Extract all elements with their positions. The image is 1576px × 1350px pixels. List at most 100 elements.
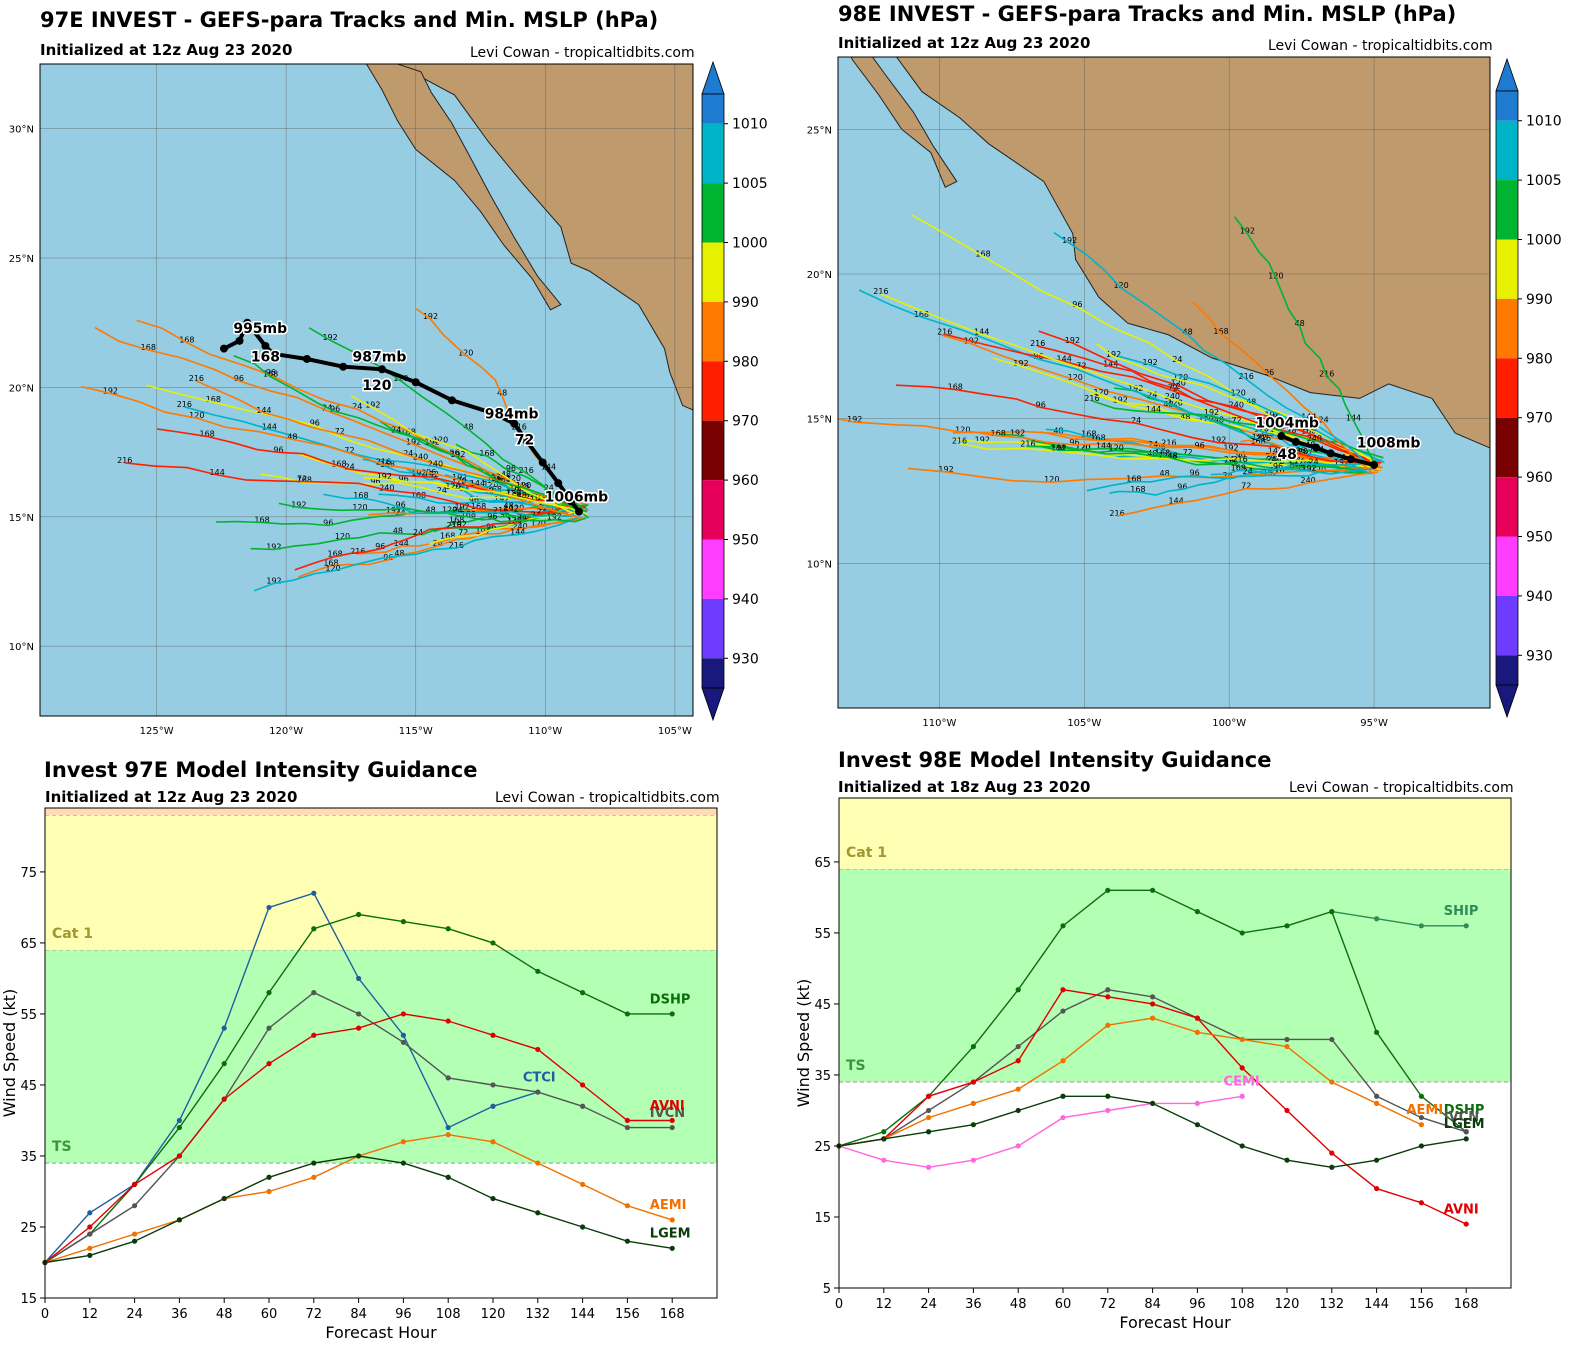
track-hour-label: 144 [1301, 412, 1316, 421]
track-hour-label: 120 [1093, 388, 1108, 397]
series-point-lgem [356, 1153, 362, 1159]
track-hour-label: 72 [1231, 416, 1241, 425]
track-hour-label: 168 [440, 531, 455, 540]
series-label-cemi: CEMI [1224, 1075, 1260, 1090]
track-hour-label: 48 [1168, 452, 1178, 461]
series-point-ctci [87, 1210, 93, 1216]
track-hour-label: 240 [1301, 476, 1316, 485]
mean-track-point [411, 378, 420, 387]
mean-track-point [554, 479, 563, 488]
colorbar-segment [1496, 417, 1518, 478]
series-point-ctci [356, 975, 362, 982]
series-point-avni [1284, 1107, 1290, 1114]
y-axis-label: Wind Speed (kt) [0, 989, 19, 1118]
series-label-dshp: DSHP [650, 992, 691, 1007]
mean-track-point [269, 349, 278, 358]
track-hour-label: 192 [1211, 436, 1226, 445]
colorbar-segment [702, 242, 724, 302]
mean-track-point [1277, 432, 1286, 441]
intensity-band [45, 815, 717, 951]
track-hour-label: 120 [1173, 373, 1188, 382]
x-tick-label: 0 [835, 1297, 843, 1312]
track-hour-label: 192 [847, 415, 862, 424]
colorbar-tick-label: 1010 [732, 117, 768, 133]
lat-label: 15°N [807, 415, 832, 426]
lat-label: 10°N [9, 642, 34, 653]
track-hour-label: 120 [458, 348, 473, 357]
x-tick-label: 144 [1364, 1297, 1389, 1312]
series-point-avni [1194, 1015, 1200, 1021]
series-point-lgem [881, 1136, 887, 1142]
track-hour-label: 192 [1106, 350, 1121, 359]
track-hour-label: 192 [455, 502, 470, 511]
series-point-ivcn [356, 1011, 362, 1017]
track-hour-label: 168 [411, 491, 426, 500]
track-hour-label: 192 [1223, 444, 1238, 453]
land-0 [393, 64, 693, 411]
member-track [406, 468, 584, 514]
track-hour-label: 192 [537, 493, 552, 502]
track-hour-label: 120 [325, 564, 340, 573]
track-hour-label: 72 [1076, 361, 1086, 370]
track-hour-label: 168 [479, 449, 494, 458]
series-point-avni [266, 1061, 272, 1067]
series-point-dshp [580, 990, 586, 996]
series-point-avni [356, 1025, 362, 1031]
track-hour-label: 96 [1190, 469, 1200, 478]
track-hour-label: 168 [254, 515, 269, 524]
member-track [136, 319, 588, 512]
track-hour-label: 192 [452, 473, 467, 482]
colorbar-tick-label: 1000 [732, 236, 768, 252]
series-point-cemi [881, 1157, 887, 1163]
track-hour-label: 168 [297, 476, 312, 485]
series-point-ivcn [1060, 1008, 1066, 1014]
track-hour-label: 72 [1183, 448, 1193, 457]
series-point-aemi [580, 1181, 586, 1187]
mean-track-point [1346, 455, 1355, 464]
land-1 [850, 57, 958, 188]
series-label-ivcn: IVCN [650, 1106, 685, 1121]
series-point-avni [1329, 1150, 1335, 1156]
colorbar-segment [1496, 358, 1518, 418]
mean-track-point [243, 318, 252, 327]
track-hour-label: 120 [1254, 424, 1269, 433]
series-point-ivcn [132, 1203, 138, 1209]
series-point-lgem [176, 1217, 182, 1223]
series-point-lgem [1239, 1143, 1245, 1149]
track-hour-label: 192 [424, 470, 439, 479]
series-label-aemi: AEMI [1406, 1103, 1443, 1118]
track-hour-label: 192 [411, 468, 426, 477]
track-hour-label: 96 [399, 474, 409, 483]
series-point-dshp [1105, 887, 1111, 893]
track-hour-label: 240 [1265, 452, 1280, 461]
member-track [294, 503, 574, 571]
series-point-dshp [970, 1043, 976, 1050]
series-point-ivcn [445, 1075, 451, 1081]
member-track [445, 512, 587, 523]
series-point-lgem [1150, 1100, 1156, 1106]
series-label-lgem: LGEM [650, 1227, 691, 1242]
colorbar-bottom-arrow [1495, 684, 1519, 719]
x-tick-label: 108 [436, 1307, 461, 1322]
track-hour-label: 48 [504, 502, 514, 511]
track-hour-label: 24 [517, 513, 527, 522]
track-hour-label: 216 [1084, 394, 1099, 403]
colorbar-segment [702, 539, 724, 599]
member-track [145, 384, 584, 513]
track-hour-label: 216 [493, 506, 508, 515]
track-hour-label: 192 [494, 495, 509, 504]
colorbar-frame [701, 93, 725, 689]
colorbar-tick-label: 990 [732, 295, 759, 311]
x-tick-label: 96 [395, 1307, 412, 1322]
member-track [944, 333, 1371, 462]
member-track [1038, 330, 1376, 463]
member-track [1116, 471, 1378, 517]
series-point-lgem [400, 1160, 406, 1166]
track-hour-label: 192 [450, 450, 465, 459]
member-track [959, 442, 1370, 468]
track-hour-label: 192 [425, 438, 440, 447]
series-point-lgem [624, 1238, 631, 1244]
track-hour-label: 48 [517, 491, 527, 500]
series-point-aemi [1105, 1022, 1111, 1028]
series-label-ship: SHIP [1444, 904, 1479, 919]
